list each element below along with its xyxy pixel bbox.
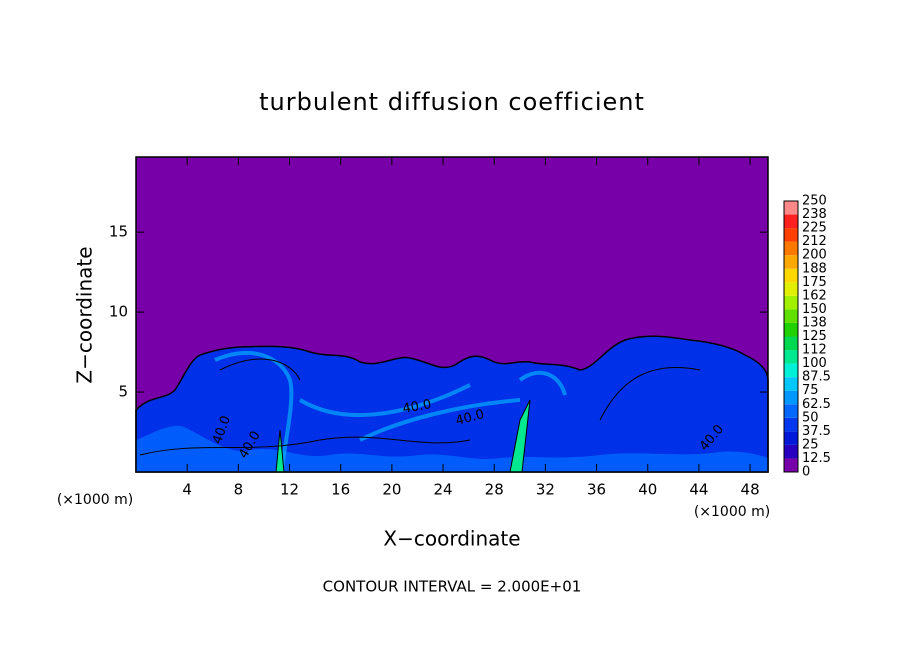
x-tick-label: 4 [182, 481, 192, 499]
colorbar-label: 12.5 [802, 451, 831, 466]
colorbar-band [784, 255, 798, 269]
colorbar-label: 112 [802, 343, 827, 358]
colorbar-label: 150 [802, 302, 827, 317]
streaks [214, 350, 567, 471]
x-unit-right: (×1000 m) [694, 504, 770, 520]
x-tick-label: 48 [741, 481, 760, 499]
colorbar-band [784, 390, 798, 405]
colorbar-label: 37.5 [802, 424, 831, 439]
colorbar-label: 162 [802, 288, 827, 303]
turbulent-region [135, 335, 769, 473]
colorbar-band [784, 228, 798, 242]
colorbar-label: 250 [802, 194, 827, 209]
x-tick-label: 28 [485, 481, 504, 499]
contour-lines [139, 358, 701, 456]
x-unit-left: (×1000 m) [57, 492, 133, 508]
colorbar-label: 200 [802, 248, 827, 263]
colorbar-label: 175 [802, 275, 827, 290]
colorbar-label: 87.5 [802, 370, 831, 385]
y-tick-label: 15 [109, 223, 128, 241]
colorbar-label: 188 [802, 261, 827, 276]
x-tick-label: 44 [689, 481, 708, 499]
colorbar-band [784, 458, 798, 472]
colorbar-label: 62.5 [802, 397, 831, 412]
colorbar-band [784, 214, 798, 229]
chart-title: turbulent diffusion coefficient [259, 88, 645, 116]
y-tick-label: 5 [118, 383, 128, 401]
x-tick-label: 24 [433, 481, 452, 499]
x-tick-label: 12 [280, 481, 299, 499]
colorbar-band [784, 309, 798, 323]
colorbar-label: 238 [802, 207, 827, 222]
colorbar-label: 25 [802, 437, 819, 452]
x-axis-label: X−coordinate [383, 527, 520, 551]
field [135, 156, 769, 473]
y-tick-label: 10 [109, 303, 128, 321]
colorbar-band [784, 241, 798, 256]
colorbar-label: 138 [802, 315, 827, 330]
colorbar-label: 75 [802, 383, 819, 398]
colorbar-band [784, 417, 798, 432]
x-tick-label: 40 [638, 481, 657, 499]
colorbar-band [784, 350, 798, 364]
y-axis-label: Z−coordinate [73, 246, 97, 383]
colorbar-band [784, 404, 798, 418]
colorbar-band [784, 336, 798, 351]
x-tick-label: 20 [382, 481, 401, 499]
colorbar-label: 125 [802, 329, 827, 344]
colorbar-band [784, 295, 798, 310]
x-tick-label: 8 [234, 481, 244, 499]
inner-region [136, 425, 768, 472]
colorbar-band [784, 363, 798, 378]
colorbar-band [784, 201, 798, 215]
contour-label: 40.0 [401, 397, 432, 417]
x-tick-label: 16 [331, 481, 350, 499]
x-tick-label: 36 [587, 481, 606, 499]
contour-label: 40.0 [454, 407, 486, 429]
colorbar-band [784, 282, 798, 296]
colorbar-label: 212 [802, 234, 827, 249]
colorbar-band [784, 268, 798, 283]
colorbar-band [784, 377, 798, 391]
colorbar-band [784, 444, 798, 459]
colorbar-label: 100 [802, 356, 827, 371]
plot-frame [135, 156, 769, 473]
x-tick-label: 32 [536, 481, 555, 499]
colorbar-label: 0 [802, 465, 810, 480]
footer: CONTOUR INTERVAL = 2.000E+01 [323, 578, 582, 596]
colorbar-band [784, 322, 798, 337]
colorbar-label: 225 [802, 221, 827, 236]
colorbar-band [784, 431, 798, 445]
colorbar-label: 50 [802, 410, 819, 425]
colorbar-frame [783, 200, 799, 473]
